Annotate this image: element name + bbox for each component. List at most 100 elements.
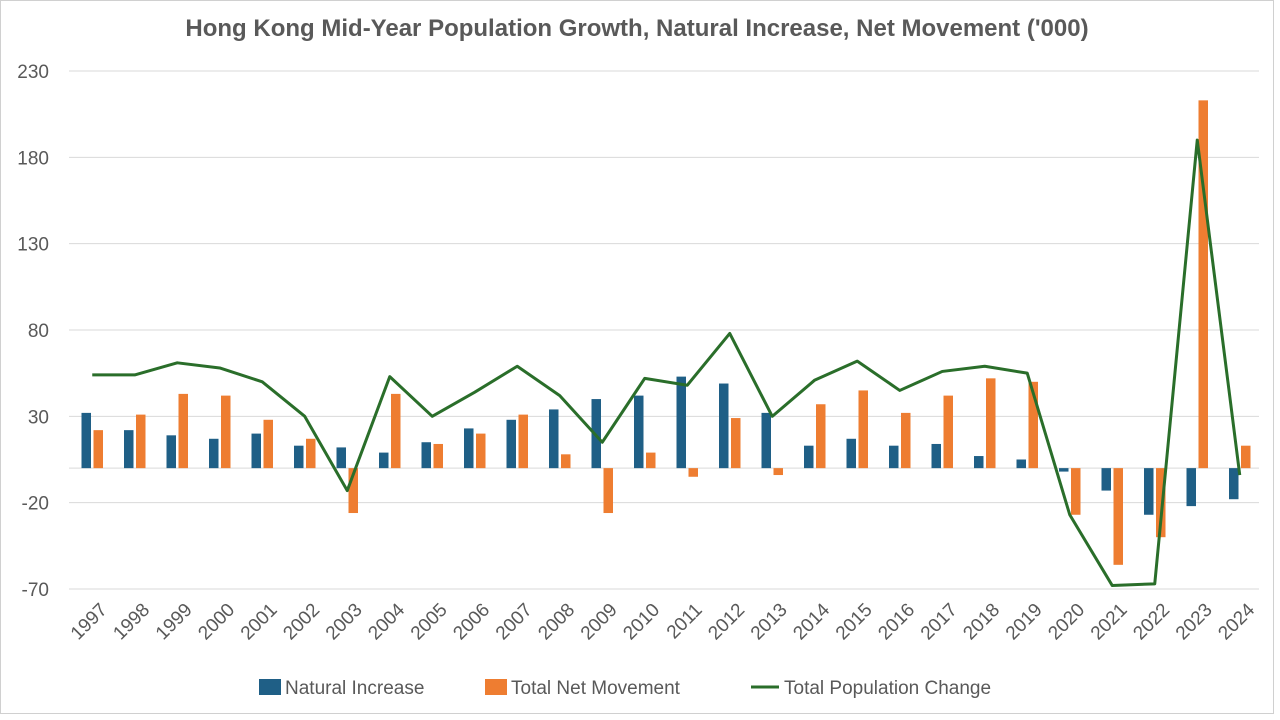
x-tick-label: 2012 <box>704 600 749 645</box>
legend-total-net-movement: Total Net Movement <box>485 678 681 699</box>
chart-title: Hong Kong Mid-Year Population Growth, Na… <box>185 15 1089 42</box>
legend-natural-increase: Natural Increase <box>259 678 424 699</box>
total-net-movement-bar <box>561 454 571 469</box>
x-tick-label: 2011 <box>663 600 707 644</box>
x-tick-label: 2006 <box>449 600 494 645</box>
natural-increase-bar <box>336 447 346 469</box>
natural-increase-bar <box>251 433 261 469</box>
x-tick-label: 1998 <box>109 600 154 645</box>
total-net-movement-bar <box>518 414 528 469</box>
natural-increase-bar <box>209 438 219 469</box>
total-net-movement-bar <box>136 414 146 469</box>
legend-label: Total Population Change <box>784 678 991 699</box>
natural-increase-bar <box>1016 459 1026 469</box>
total-net-movement-bar <box>348 468 358 514</box>
x-tick-label: 2013 <box>747 600 792 645</box>
total-net-movement-bar <box>688 468 698 477</box>
legend-label: Natural Increase <box>285 678 424 699</box>
total-net-movement-bar <box>901 412 911 469</box>
natural-increase-bar <box>634 395 644 469</box>
x-tick-label: 2008 <box>534 600 579 645</box>
y-tick-label: 230 <box>17 62 49 83</box>
x-axis-ticks: 1997199819992000200120022003200420052006… <box>67 599 1260 644</box>
natural-increase-bar <box>1101 468 1111 491</box>
natural-increase-bar <box>166 435 176 469</box>
x-tick-label: 2023 <box>1172 600 1217 645</box>
x-tick-label: 2014 <box>789 599 834 644</box>
legend-total-population-change: Total Population Change <box>751 678 991 699</box>
x-tick-label: 2002 <box>279 600 324 645</box>
natural-increase-bar <box>421 442 431 469</box>
x-tick-label: 2015 <box>832 600 877 645</box>
total-net-movement-bar <box>1113 468 1123 565</box>
natural-increase-bar <box>1144 468 1154 515</box>
line-layer <box>92 138 1242 588</box>
x-tick-label: 2001 <box>237 600 282 645</box>
x-tick-label: 2021 <box>1087 600 1132 645</box>
total-population-change-line <box>92 138 1242 588</box>
y-tick-label: -20 <box>22 494 49 515</box>
natural-increase-bar <box>1186 468 1196 507</box>
x-tick-label: 1997 <box>67 600 112 645</box>
natural-increase-bar <box>549 409 559 469</box>
legend: Natural Increase Total Net Movement Total … <box>259 678 991 699</box>
y-tick-label: 130 <box>17 235 49 256</box>
total-net-movement-bar <box>433 443 443 469</box>
total-net-movement-bar <box>603 468 613 514</box>
total-net-movement-bar <box>93 430 103 469</box>
total-net-movement-bar <box>221 395 231 469</box>
natural-increase-bar <box>124 430 134 469</box>
total-net-movement-bar <box>178 393 188 469</box>
total-net-movement-bar <box>1198 100 1208 469</box>
natural-increase-bar <box>379 452 389 469</box>
x-tick-label: 2007 <box>492 600 537 645</box>
x-tick-label: 2017 <box>917 600 962 645</box>
x-tick-label: 2000 <box>194 600 239 645</box>
legend-swatch <box>485 679 507 695</box>
total-net-movement-bar <box>1071 468 1081 515</box>
x-tick-label: 2020 <box>1044 600 1089 645</box>
natural-increase-bar <box>294 445 304 469</box>
y-tick-label: 30 <box>28 407 49 428</box>
total-net-movement-bar <box>943 395 953 469</box>
total-net-movement-bar <box>1028 381 1038 469</box>
natural-increase-bar <box>974 456 984 469</box>
natural-increase-bar <box>846 438 856 469</box>
y-tick-label: 180 <box>17 148 49 169</box>
natural-increase-bar <box>506 419 516 469</box>
x-tick-label: 2004 <box>364 599 409 644</box>
bars-layer <box>81 100 1251 565</box>
x-tick-label: 2005 <box>407 600 452 645</box>
natural-increase-bar <box>1059 468 1069 472</box>
total-net-movement-bar <box>306 438 316 469</box>
total-net-movement-bar <box>858 390 868 469</box>
x-tick-label: 2016 <box>874 600 919 645</box>
total-net-movement-bar <box>986 378 996 469</box>
total-net-movement-bar <box>391 393 401 469</box>
y-axis-ticks: 230 180 130 80 30 -20 -70 <box>17 62 49 601</box>
natural-increase-bar <box>1229 468 1239 500</box>
natural-increase-bar <box>761 412 771 469</box>
total-net-movement-bar <box>476 433 486 469</box>
natural-increase-bar <box>889 445 899 469</box>
natural-increase-bar <box>931 443 941 469</box>
y-tick-label: -70 <box>22 580 49 601</box>
natural-increase-bar <box>804 445 814 469</box>
legend-label: Total Net Movement <box>511 678 681 699</box>
x-tick-label: 2009 <box>577 600 622 645</box>
total-net-movement-bar <box>773 468 783 476</box>
natural-increase-bar <box>676 376 686 469</box>
x-tick-label: 2019 <box>1002 600 1047 645</box>
total-net-movement-bar <box>263 419 273 469</box>
legend-swatch <box>259 679 281 695</box>
x-tick-label: 1999 <box>152 600 197 645</box>
total-net-movement-bar <box>1241 445 1251 469</box>
x-tick-label: 2010 <box>619 600 664 645</box>
x-tick-label: 2003 <box>322 600 367 645</box>
x-tick-label: 2022 <box>1129 600 1174 645</box>
y-tick-label: 80 <box>28 321 49 342</box>
natural-increase-bar <box>464 428 474 469</box>
natural-increase-bar <box>81 412 91 469</box>
x-tick-label: 2018 <box>959 600 1004 645</box>
